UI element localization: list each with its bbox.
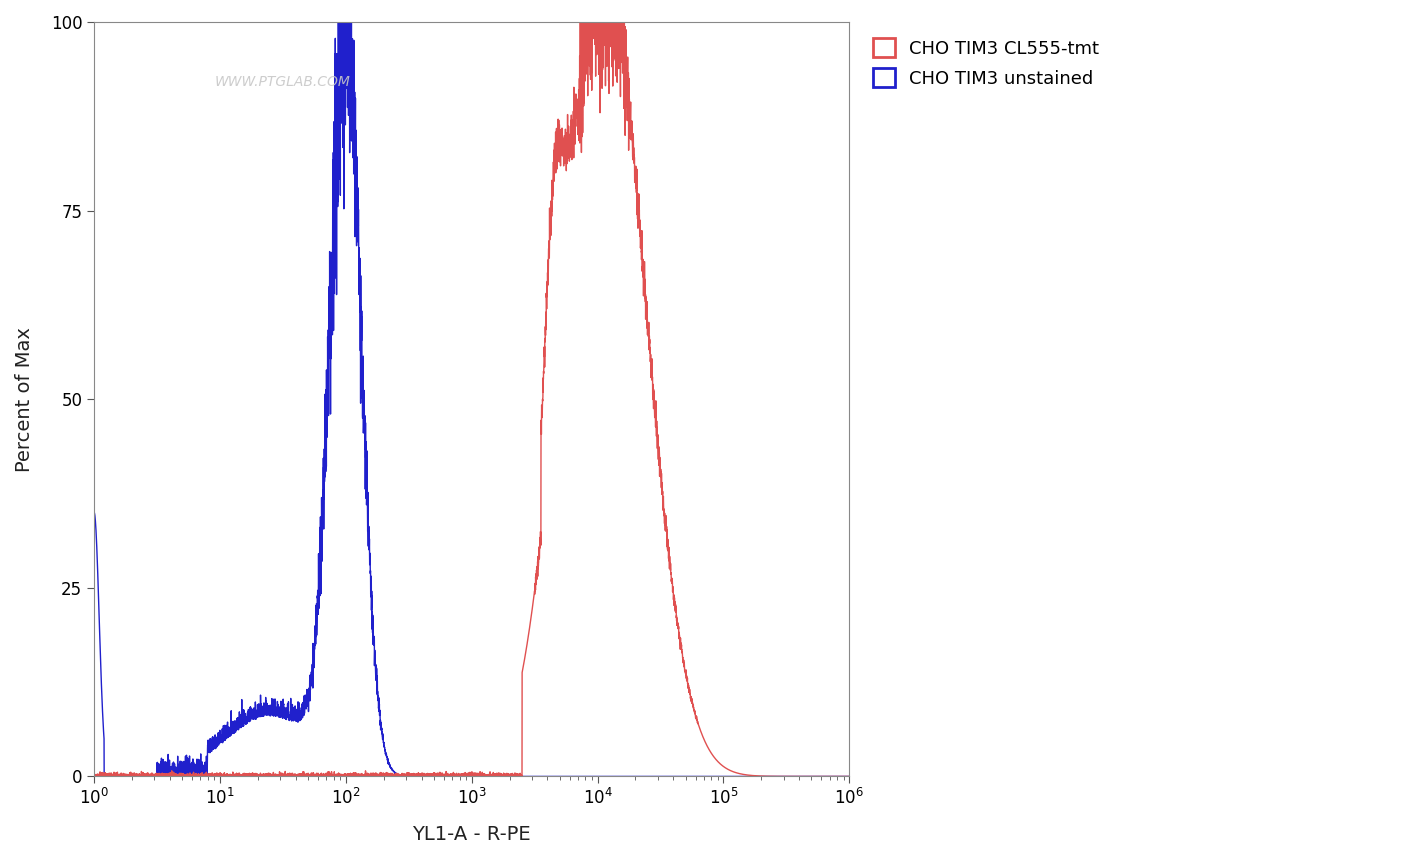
CHO TIM3 CL555-tmt bbox=[370, 771, 387, 781]
Y-axis label: Percent of Max: Percent of Max bbox=[15, 326, 34, 472]
CHO TIM3 unstained bbox=[262, 710, 278, 721]
CHO TIM3 CL555-tmt bbox=[262, 771, 278, 782]
CHO TIM3 CL555-tmt bbox=[841, 771, 858, 782]
Legend: CHO TIM3 CL555-tmt, CHO TIM3 unstained: CHO TIM3 CL555-tmt, CHO TIM3 unstained bbox=[866, 31, 1107, 95]
CHO TIM3 CL555-tmt bbox=[86, 771, 103, 782]
CHO TIM3 unstained bbox=[370, 692, 387, 703]
CHO TIM3 CL555-tmt bbox=[572, 17, 589, 27]
CHO TIM3 unstained bbox=[86, 507, 103, 517]
CHO TIM3 CL555-tmt bbox=[835, 771, 852, 782]
CHO TIM3 CL555-tmt bbox=[266, 771, 283, 781]
CHO TIM3 unstained bbox=[266, 710, 283, 721]
CHO TIM3 unstained bbox=[269, 697, 285, 707]
Text: WWW.PTGLAB.COM: WWW.PTGLAB.COM bbox=[215, 76, 352, 89]
CHO TIM3 CL555-tmt bbox=[269, 771, 285, 781]
CHO TIM3 CL555-tmt bbox=[425, 771, 441, 781]
X-axis label: YL1-A - R-PE: YL1-A - R-PE bbox=[412, 825, 531, 844]
Line: CHO TIM3 unstained: CHO TIM3 unstained bbox=[94, 0, 849, 777]
CHO TIM3 unstained bbox=[841, 771, 858, 782]
CHO TIM3 unstained bbox=[425, 771, 441, 782]
CHO TIM3 unstained bbox=[835, 771, 852, 782]
Line: CHO TIM3 CL555-tmt: CHO TIM3 CL555-tmt bbox=[94, 22, 849, 777]
